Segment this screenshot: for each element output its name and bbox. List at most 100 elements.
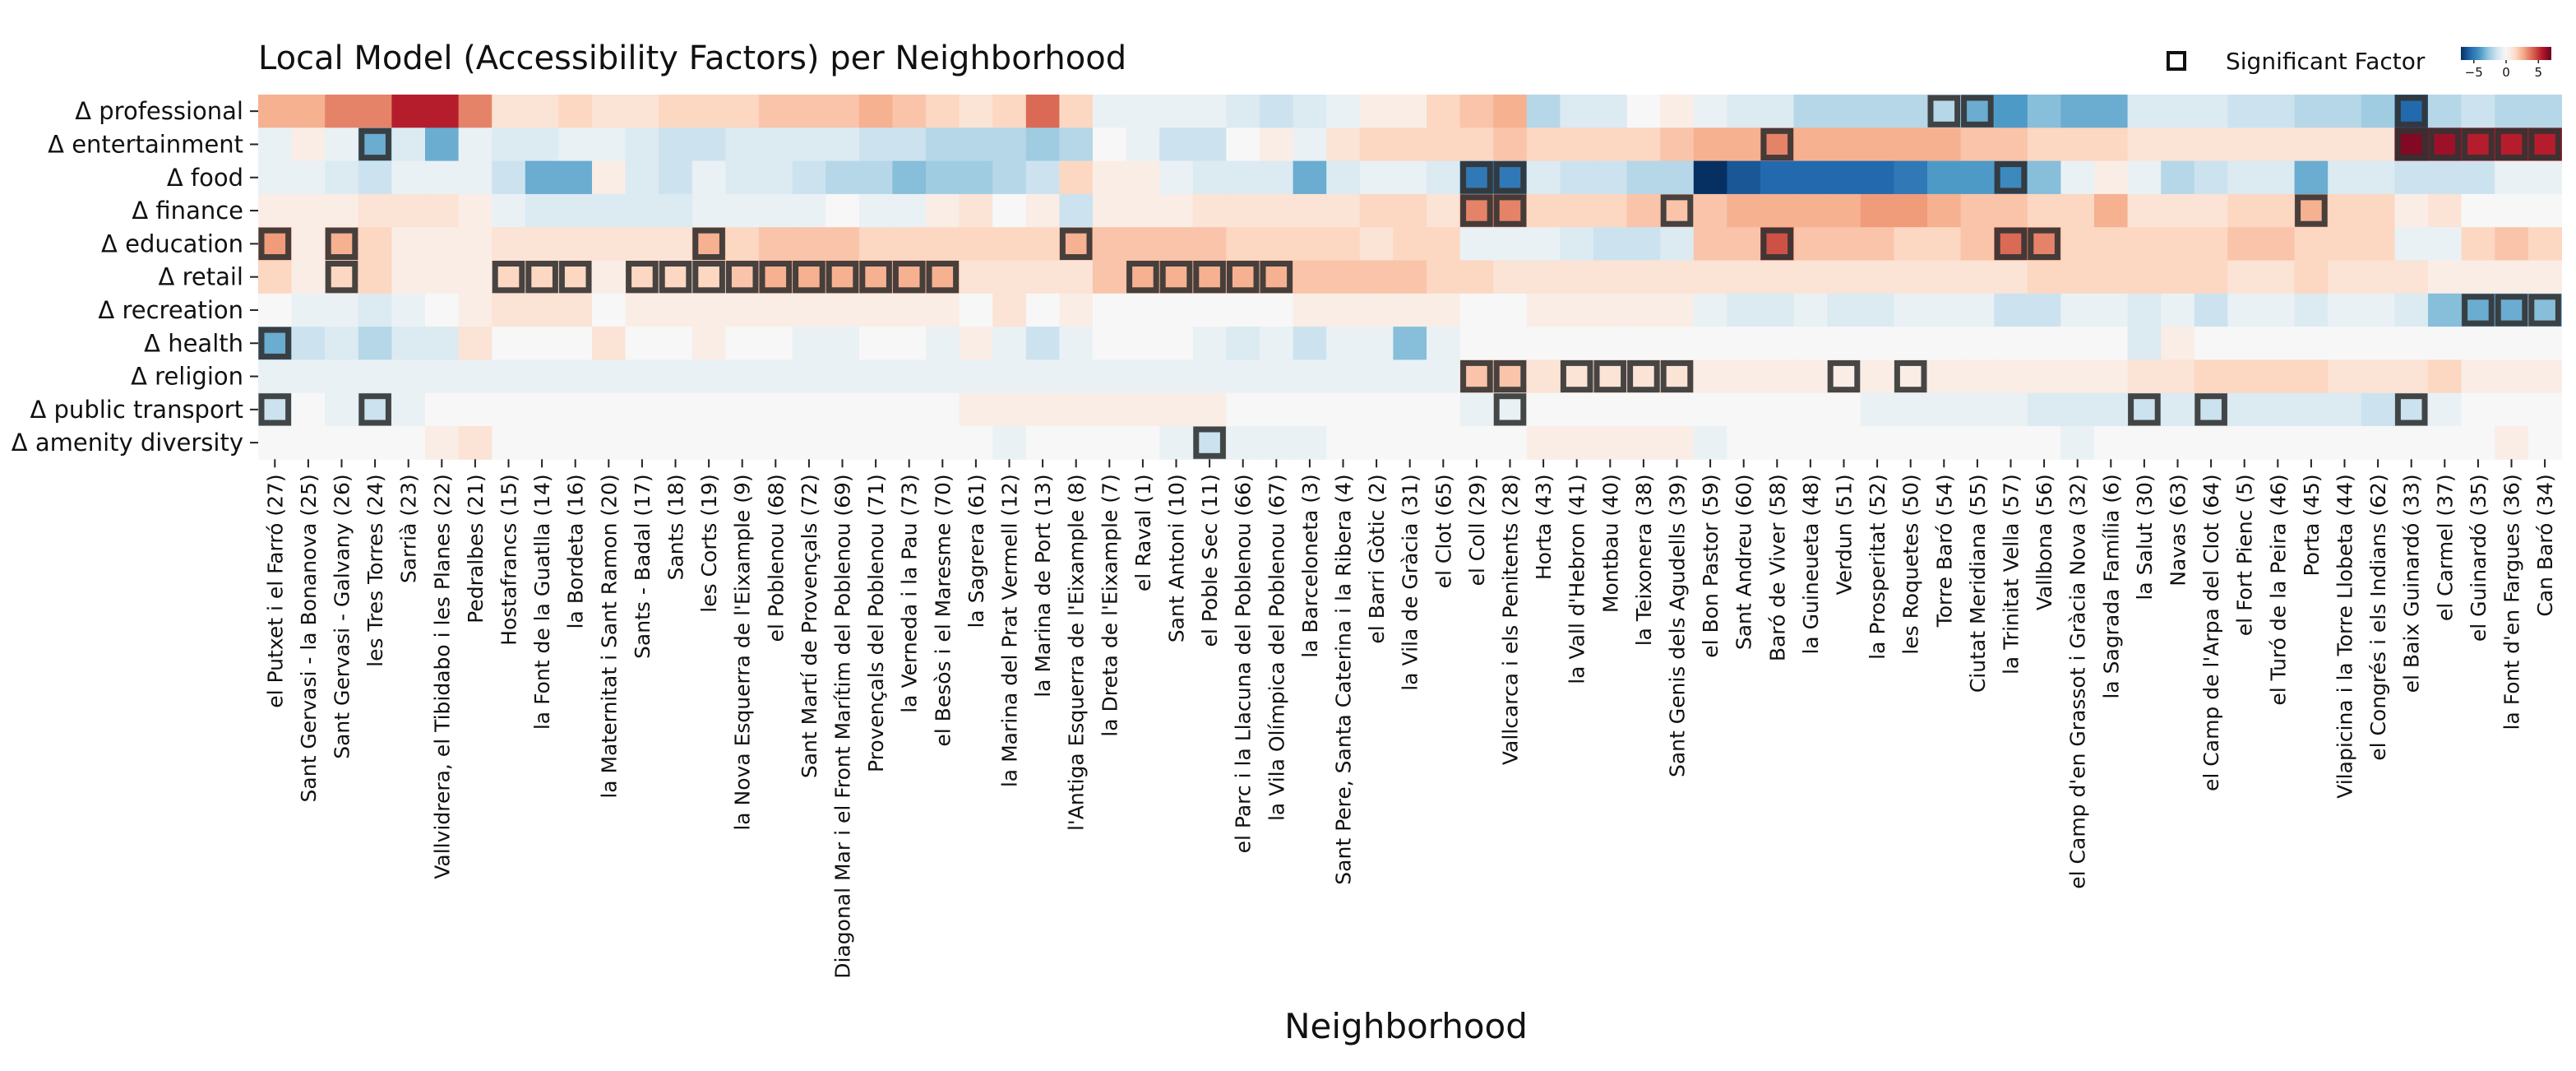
colorbar: −5 0 5	[2461, 47, 2551, 80]
column-label: la Verneda i la Pau (73)	[898, 474, 922, 712]
heatmap-cell	[258, 160, 293, 195]
heatmap-cell	[1359, 193, 1394, 228]
heatmap-cell	[2428, 293, 2463, 327]
heatmap-cell	[2527, 227, 2562, 262]
heatmap-cell	[2161, 293, 2195, 327]
heatmap-cell	[1459, 327, 1494, 360]
heatmap-cell	[1393, 160, 1427, 195]
column-label: Montbau (40)	[1598, 474, 1622, 613]
heatmap-cell	[1560, 392, 1594, 427]
heatmap-cell	[1760, 160, 1795, 195]
heatmap-cell	[826, 160, 860, 195]
heatmap-cell	[792, 193, 826, 228]
heatmap-cell	[759, 392, 793, 427]
heatmap-cell	[1960, 327, 1995, 360]
heatmap-cell	[625, 293, 659, 327]
heatmap-cell	[659, 193, 693, 228]
heatmap-cell	[2027, 193, 2061, 228]
heatmap-cell	[625, 193, 659, 228]
heatmap-cell	[1359, 128, 1394, 162]
heatmap-cell	[2261, 128, 2296, 162]
heatmap-cell	[2361, 95, 2395, 128]
heatmap-cell	[1293, 227, 1327, 262]
heatmap-cell	[959, 128, 993, 162]
heatmap-cell	[1660, 327, 1695, 360]
column-label: Sant Genis dels Agudells (39)	[1666, 474, 1690, 777]
heatmap-cell	[659, 392, 693, 427]
heatmap-cell	[1126, 227, 1160, 262]
heatmap-cell	[2161, 359, 2195, 394]
heatmap-cell	[691, 392, 726, 427]
column-label: la Marina de Port (13)	[1031, 474, 1055, 697]
heatmap-cell	[2227, 359, 2262, 394]
heatmap-cell	[1693, 392, 1727, 427]
heatmap-cell	[2394, 227, 2429, 262]
heatmap-cell	[2527, 359, 2562, 394]
heatmap-cell	[2060, 426, 2095, 460]
heatmap-cell	[1159, 327, 1194, 360]
heatmap-cell	[1960, 392, 1995, 427]
heatmap-cell	[492, 160, 526, 195]
colorbar-tick-label: 0	[2502, 65, 2510, 80]
heatmap-cell	[1894, 227, 1928, 262]
heatmap-cell	[1192, 359, 1227, 394]
heatmap-cell	[1359, 260, 1394, 294]
heatmap-cell	[391, 128, 426, 162]
heatmap-cell	[792, 128, 826, 162]
heatmap-cell	[425, 293, 460, 327]
heatmap-cell	[926, 128, 960, 162]
heatmap-cell	[1760, 95, 1795, 128]
heatmap-cell	[625, 227, 659, 262]
column-label: Provençals del Poblenou (71)	[864, 474, 888, 772]
heatmap-cell	[1827, 327, 1861, 360]
heatmap-cell	[2461, 426, 2495, 460]
column-label: el Coll (29)	[1465, 474, 1489, 586]
heatmap-cell	[2294, 95, 2329, 128]
significant-factor-marker	[2394, 95, 2428, 128]
column-label: Ciutat Meridiana (55)	[1966, 474, 1990, 693]
heatmap-cell	[291, 293, 326, 327]
heatmap-cell	[592, 128, 627, 162]
heatmap-cell	[858, 359, 893, 394]
heatmap-cell	[2495, 95, 2529, 128]
heatmap-cell	[1994, 293, 2028, 327]
heatmap-cell	[1793, 193, 1828, 228]
heatmap-cell	[1393, 293, 1427, 327]
heatmap-cell	[1025, 426, 1060, 460]
heatmap-cell	[1359, 227, 1394, 262]
heatmap-cell	[826, 392, 860, 427]
heatmap-cell	[1793, 160, 1828, 195]
heatmap-cell	[558, 327, 593, 360]
heatmap-cell	[2495, 227, 2529, 262]
heatmap-cell	[2527, 160, 2562, 195]
heatmap-cell	[1927, 293, 1962, 327]
heatmap-cell	[2394, 260, 2429, 294]
column-label: el Turó de la Peira (46)	[2266, 474, 2290, 705]
heatmap-cell	[2328, 392, 2362, 427]
significant-factor-marker	[2194, 393, 2227, 426]
heatmap-cell	[2161, 193, 2195, 228]
significant-factor-marker	[525, 261, 558, 294]
significant-factor-marker	[2528, 128, 2561, 161]
significant-factor-marker	[1660, 194, 1694, 227]
significant-factor-marker	[1193, 261, 1226, 294]
significant-factor-marker	[659, 261, 692, 294]
heatmap-cell	[1727, 392, 1761, 427]
heatmap-cell	[1727, 260, 1761, 294]
column-label: Baró de Viver (58)	[1765, 474, 1789, 661]
heatmap-cell	[2461, 193, 2495, 228]
heatmap-cell	[1226, 128, 1260, 162]
heatmap-cell	[2495, 359, 2529, 394]
heatmap-cell	[1693, 293, 1727, 327]
heatmap-cell	[1994, 193, 2028, 228]
heatmap-cell	[992, 260, 1027, 294]
heatmap-cell	[926, 426, 960, 460]
heatmap-cell	[258, 359, 293, 394]
heatmap-cell	[1459, 128, 1494, 162]
heatmap-cell	[2527, 426, 2562, 460]
heatmap-cell	[458, 128, 493, 162]
heatmap-cell	[2194, 95, 2228, 128]
column-label: el Poble Sec (11)	[1198, 474, 1222, 647]
heatmap-cell	[358, 426, 392, 460]
column-labels: el Putxet i el Farró (27) Sant Gervasi - …	[263, 459, 2557, 979]
